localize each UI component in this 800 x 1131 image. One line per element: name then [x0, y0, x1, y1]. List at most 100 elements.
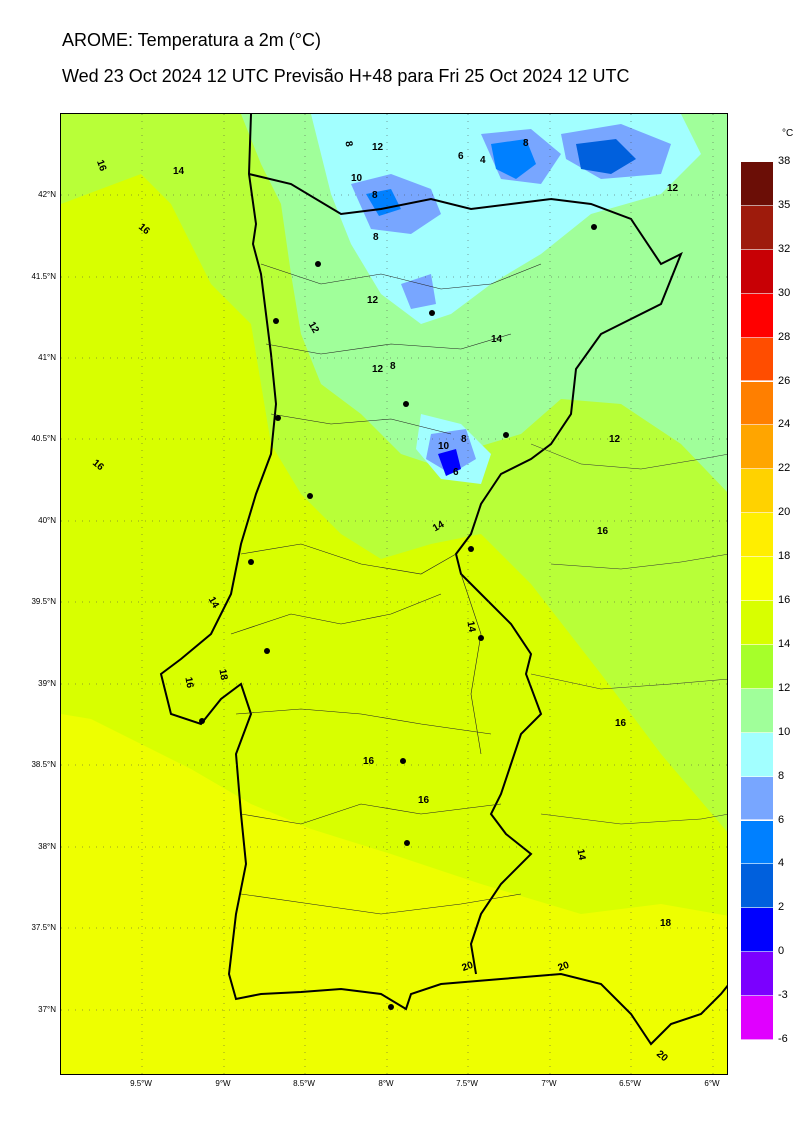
field-6-b [366, 189, 401, 216]
city-marker [315, 261, 321, 267]
city-marker [199, 718, 205, 724]
colorbar-tick-label: 2 [778, 901, 785, 914]
city-marker [273, 318, 279, 324]
contour-label: 10 [438, 441, 450, 452]
contour-label: 16 [182, 676, 195, 689]
national-border [248, 173, 683, 975]
contour-label: 16 [363, 756, 375, 767]
contour-label: 8 [390, 361, 396, 372]
temperature-map: 16 14 16 16 12 8 10 8 8 6 4 8 12 12 12 8… [60, 113, 728, 1075]
lon-label: 9°W [215, 1079, 231, 1088]
lat-label: 39.5°N [31, 597, 56, 606]
colorbar-segment [741, 688, 773, 733]
contour-label: 6 [458, 151, 464, 162]
colorbar-tick-label: 32 [778, 242, 791, 255]
lon-label: 7°W [541, 1079, 557, 1088]
colorbar-segment [741, 864, 773, 909]
lat-label: 37.5°N [31, 923, 56, 932]
colorbar-tick-label: -6 [778, 1033, 788, 1045]
colorbar-tick-label: 16 [778, 594, 791, 606]
colorbar-tick-label: 24 [778, 418, 791, 431]
contour-label: 16 [597, 526, 609, 537]
colorbar-segment [741, 776, 773, 821]
colorbar-segment [741, 557, 773, 601]
contour-label: 14 [574, 848, 587, 861]
colorbar-segment [741, 293, 773, 338]
colorbar-tick-label: 12 [778, 681, 791, 694]
lat-label: 37°N [38, 1005, 56, 1014]
colorbar-segment [741, 601, 773, 645]
contour-label: 4 [480, 155, 486, 166]
colorbar-segment [741, 425, 773, 470]
city-marker [275, 415, 281, 421]
lat-label: 39°N [38, 679, 56, 688]
contour-labels: 16 14 16 16 12 8 10 8 8 6 4 8 12 12 12 8… [90, 138, 678, 1064]
lon-label: 9.5°W [130, 1079, 152, 1088]
city-marker [264, 648, 270, 654]
colorbar-tick-label: 28 [778, 330, 791, 343]
colorbar-tick-label: 38 [778, 155, 791, 167]
contour-label: 12 [667, 183, 679, 194]
field-4-b [438, 449, 461, 476]
contour-label: 20 [461, 960, 476, 974]
colorbar-segment [741, 820, 773, 865]
city-marker [503, 432, 509, 438]
colorbar-segment [741, 381, 773, 426]
city-marker [248, 559, 254, 565]
contour-label: 16 [418, 795, 430, 806]
colorbar [741, 162, 773, 1040]
city-marker [404, 840, 410, 846]
lat-label: 40.5°N [31, 434, 56, 443]
contour-label: 6 [453, 467, 459, 478]
colorbar-segment [741, 337, 773, 382]
colorbar-tick-label: 10 [778, 725, 791, 738]
contour-label: 14 [464, 620, 477, 633]
field-6-a [491, 139, 536, 179]
colorbar-tick-label: 14 [778, 637, 791, 650]
colorbar-segment [741, 205, 773, 250]
colorbar-segment [741, 908, 773, 953]
city-marker [468, 546, 474, 552]
colorbar-tick-label: 35 [778, 198, 791, 211]
contour-label: 8 [523, 138, 529, 149]
colorbar-segment [741, 469, 773, 514]
field-8-e [401, 274, 436, 309]
colorbar-tick-label: 20 [778, 506, 791, 519]
contour-label: 8 [372, 190, 378, 201]
contour-label: 20 [557, 960, 572, 974]
colorbar-segment [741, 644, 773, 689]
spain-borders [530, 443, 727, 825]
contour-label: 14 [173, 166, 185, 177]
contour-label: 10 [351, 173, 363, 184]
contour-label: 18 [216, 668, 229, 681]
lat-label: 38.5°N [31, 760, 56, 769]
city-marker [591, 224, 597, 230]
lat-label: 41.5°N [31, 272, 56, 281]
city-marker [400, 758, 406, 764]
contour-label: 12 [367, 295, 379, 306]
contour-label: 12 [306, 320, 321, 336]
colorbar-segment [741, 249, 773, 294]
colorbar-segment [741, 996, 773, 1040]
contour-label: 8 [342, 140, 354, 148]
colorbar-segment [741, 513, 773, 558]
colorbar-segment [741, 162, 773, 206]
colorbar-tick-label: -3 [778, 989, 788, 1002]
contour-label: 12 [372, 364, 384, 375]
colorbar-unit: °C [782, 128, 794, 139]
lon-label: 6°W [704, 1079, 720, 1088]
city-marker [429, 310, 435, 316]
contour-label: 14 [431, 519, 447, 534]
colorbar-tick-label: 0 [778, 945, 785, 958]
city-markers [199, 224, 597, 1010]
map-title: AROME: Temperatura a 2m (°C) [62, 30, 321, 50]
lon-label: 7.5°W [456, 1079, 478, 1088]
map-canvas: 16 14 16 16 12 8 10 8 8 6 4 8 12 12 12 8… [61, 114, 727, 1074]
contour-label: 14 [491, 334, 503, 345]
lat-label: 41°N [38, 353, 56, 362]
field-4-a [576, 139, 636, 174]
contour-label: 18 [660, 918, 672, 929]
contour-label: 14 [206, 595, 221, 611]
map-subtitle: Wed 23 Oct 2024 12 UTC Previsão H+48 par… [62, 66, 630, 86]
lat-label: 42°N [38, 190, 56, 199]
